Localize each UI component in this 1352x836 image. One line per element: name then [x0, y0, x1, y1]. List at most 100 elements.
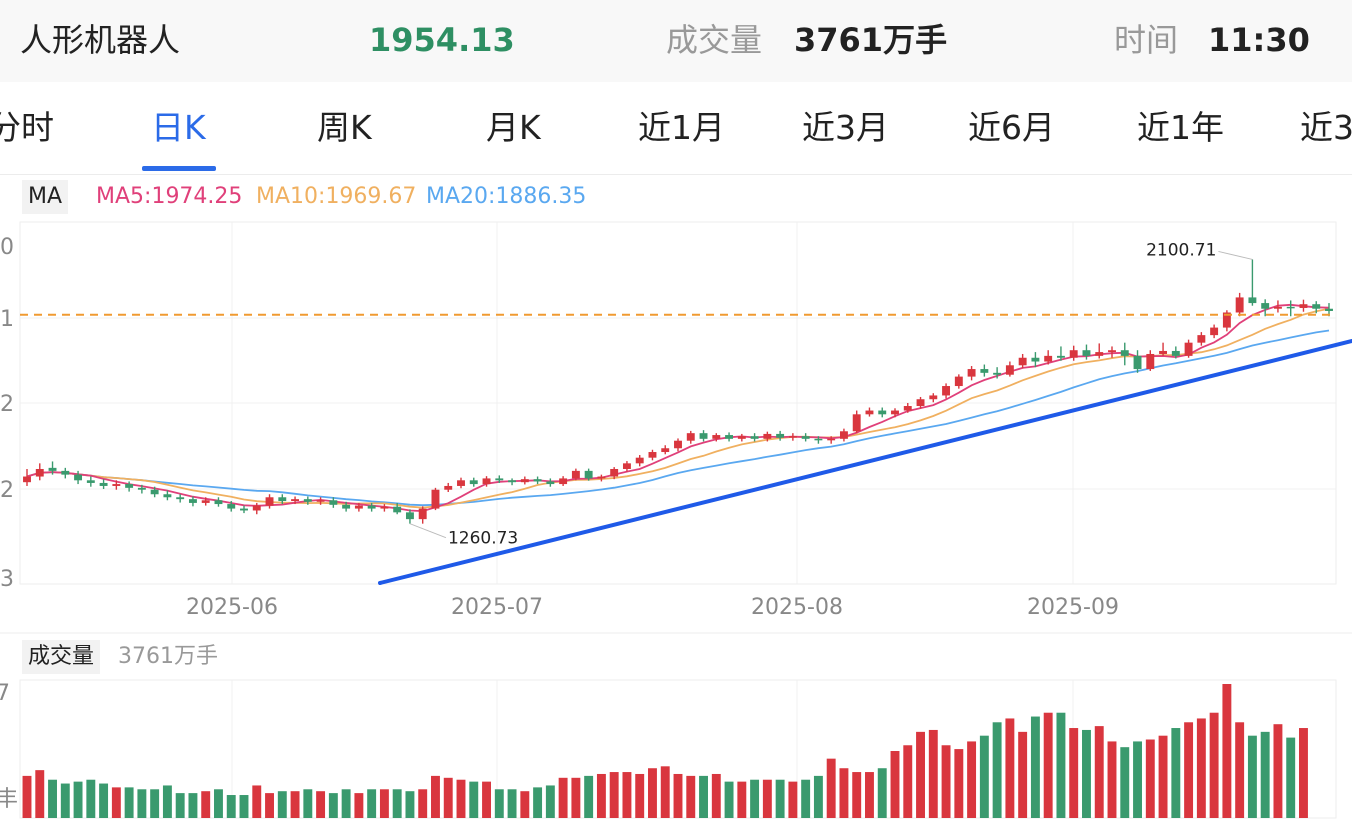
volume-bar: [73, 781, 83, 818]
volume-indicator-selector[interactable]: 成交量: [22, 640, 101, 674]
volume-bar: [954, 749, 964, 818]
candle-body: [444, 485, 453, 490]
candle-body: [1248, 297, 1257, 304]
ma-indicator-selector[interactable]: MA: [22, 180, 69, 214]
candle-body: [201, 500, 210, 503]
tab-3-years[interactable]: 近3: [1300, 108, 1352, 147]
volume-bar: [558, 777, 568, 818]
tab-weekly-k[interactable]: 周K: [317, 108, 372, 147]
volume-bar: [443, 777, 453, 818]
volume-bar: [431, 775, 440, 818]
candle-body: [1159, 350, 1168, 354]
candlestick-chart[interactable]: 0 1 2 2 3 7 丰 2025-06 2025-07 2025-08 2025-09 2100.…: [0, 174, 1352, 836]
candle-body: [1095, 352, 1104, 356]
volume-bar: [839, 768, 849, 818]
volume-bar: [1056, 712, 1066, 818]
candle-body: [559, 478, 568, 485]
volume-bar: [992, 722, 1002, 818]
volume-bar: [750, 779, 760, 818]
volume-bar: [1222, 684, 1232, 818]
volume-bar: [1005, 718, 1015, 818]
tab-daily-k[interactable]: 日K: [151, 108, 206, 147]
x-tick-label: 2025-08: [751, 595, 843, 620]
candle-body: [1018, 357, 1027, 366]
volume-bar: [813, 775, 823, 818]
volume-bar: [162, 785, 172, 818]
candle-body: [878, 410, 887, 415]
candle-body: [993, 372, 1002, 375]
tab-1-year[interactable]: 近1年: [1137, 108, 1224, 147]
candle-body: [533, 479, 542, 482]
legend-ma20: MA20:1886.35: [426, 184, 587, 209]
volume-bar: [762, 779, 772, 818]
time-value: 11:30: [1208, 21, 1310, 59]
tab-3-months[interactable]: 近3月: [802, 108, 889, 147]
candle-body: [1031, 357, 1040, 362]
volume-bar: [1184, 722, 1194, 818]
volume-bar: [1171, 728, 1181, 818]
volume-bar: [865, 772, 874, 818]
volume-bar: [341, 789, 351, 818]
x-tick-label: 2025-09: [1027, 595, 1119, 620]
candle-body: [737, 436, 746, 439]
y-tick-label: 3: [0, 567, 14, 592]
candle-body: [699, 433, 708, 439]
candle-body: [954, 376, 963, 387]
volume-bar: [316, 791, 326, 818]
volume-bar: [1209, 712, 1219, 818]
volume-bar: [571, 777, 581, 818]
volume-bar: [1107, 741, 1117, 818]
volume-y-tick-label: 7: [0, 681, 10, 706]
volume-bar: [60, 783, 70, 818]
volume-bar: [367, 789, 377, 818]
candle-body: [1222, 312, 1231, 328]
volume-bar: [775, 779, 785, 818]
candle-body: [214, 500, 223, 505]
low-annotation-label: 1260.73: [448, 529, 518, 549]
candle-body: [431, 489, 440, 509]
candle-body: [916, 399, 925, 407]
volume-bar: [188, 793, 198, 818]
tab-6-months[interactable]: 近6月: [968, 108, 1055, 147]
volume-bar: [533, 787, 543, 818]
volume-bar: [1247, 735, 1257, 818]
volume-bar: [124, 787, 134, 818]
candle-body: [520, 479, 529, 483]
candle-body: [405, 512, 414, 520]
volume-bar: [1196, 718, 1206, 818]
volume-bar: [214, 789, 223, 818]
volume-bar: [507, 789, 517, 818]
volume-bar: [622, 772, 632, 818]
volume-bar: [137, 789, 147, 818]
y-tick-label: 0: [0, 235, 14, 260]
tab-monthly-k[interactable]: 月K: [486, 108, 541, 147]
candle-body: [1171, 350, 1180, 356]
ma5-line: [26, 303, 1330, 513]
volume-bar: [328, 793, 338, 818]
candle-body: [265, 497, 274, 506]
candle-body: [495, 478, 504, 481]
legend-ma5: MA5:1974.25: [96, 184, 243, 209]
volume-bar: [392, 789, 402, 818]
volume-bar: [99, 783, 109, 818]
candle-body: [801, 436, 810, 439]
candle-body: [546, 481, 555, 485]
candle-body: [725, 435, 734, 439]
candle-body: [610, 468, 619, 477]
candle-body: [903, 406, 912, 411]
candle-body: [891, 410, 899, 415]
active-tab-indicator: [142, 166, 216, 171]
candle-body: [354, 505, 363, 509]
volume-bar: [724, 781, 734, 818]
tab-intraday[interactable]: 分时: [0, 108, 54, 147]
candle-body: [1299, 304, 1308, 308]
candle-body: [125, 484, 134, 488]
volume-bar: [788, 781, 798, 818]
candle-body: [776, 433, 785, 438]
volume-bar: [290, 791, 300, 818]
candle-body: [188, 499, 197, 503]
quote-header: 人形机器人 1954.13 成交量 3761万手 时间 11:30: [0, 0, 1352, 82]
candle-body: [150, 489, 159, 495]
tab-1-month[interactable]: 近1月: [638, 108, 725, 147]
candle-body: [482, 478, 491, 485]
